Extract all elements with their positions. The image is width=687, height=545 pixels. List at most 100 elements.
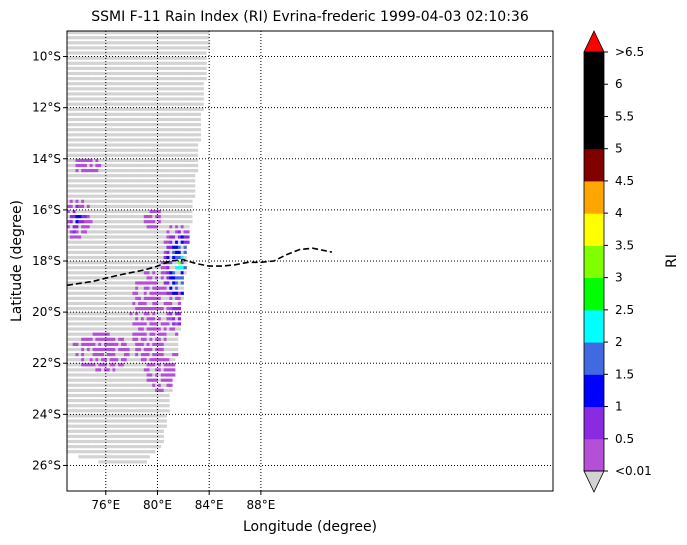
swath-pixel — [118, 393, 122, 398]
swath-pixel — [126, 56, 130, 60]
swath-pixel — [143, 322, 147, 326]
swath-pixel — [197, 133, 201, 137]
swath-pixel — [146, 388, 150, 392]
swath-pixel — [86, 445, 91, 449]
swath-pixel — [109, 230, 113, 234]
swath-pixel — [143, 286, 147, 290]
swath-pixel — [146, 455, 150, 459]
swath-pixel — [135, 378, 139, 382]
swath-pixel — [177, 148, 182, 152]
swath-pixel — [81, 250, 85, 254]
swath-pixel — [67, 363, 71, 367]
swath-pixel — [135, 399, 139, 403]
swath-pixel — [183, 66, 187, 70]
swath-pixel — [192, 77, 196, 81]
swath-pixel — [118, 404, 122, 408]
swath-pixel — [152, 312, 156, 316]
swath-pixel — [132, 174, 136, 178]
swath-pixel — [169, 291, 173, 295]
swath-pixel — [192, 87, 196, 91]
swath-pixel — [81, 174, 85, 178]
swath-pixel — [172, 184, 176, 188]
swath-pixel — [152, 36, 156, 40]
swath-pixel — [92, 66, 96, 70]
swath-pixel — [78, 378, 82, 382]
swath-pixel — [67, 322, 71, 326]
swath-pixel — [121, 77, 125, 81]
swath-pixel — [67, 179, 71, 183]
swath-pixel — [109, 77, 113, 81]
swath-pixel — [75, 209, 79, 214]
swath-pixel — [67, 123, 71, 127]
swath-pixel — [84, 439, 88, 444]
swath-pixel — [158, 163, 162, 168]
swath-pixel — [132, 332, 136, 336]
swath-pixel — [118, 158, 122, 162]
swath-pixel — [129, 46, 133, 50]
swath-pixel — [132, 388, 136, 392]
swath-pixel — [186, 240, 190, 244]
swath-pixel — [84, 123, 88, 127]
swath-pixel — [109, 143, 113, 147]
colorbar-label: RI — [664, 254, 680, 268]
swath-pixel — [81, 429, 85, 433]
swath-pixel — [126, 133, 130, 137]
swath-pixel — [166, 92, 170, 96]
swath-pixel — [89, 450, 93, 454]
swath-pixel — [84, 199, 88, 203]
swath-pixel — [92, 107, 96, 111]
storm-track-line — [67, 247, 333, 287]
swath-pixel — [75, 286, 79, 290]
swath-pixel — [158, 296, 162, 300]
swath-pixel — [143, 143, 147, 147]
swath-pixel — [78, 266, 82, 270]
swath-pixel — [189, 41, 193, 45]
swath-pixel — [195, 36, 199, 40]
swath-pixel — [112, 235, 116, 239]
swath-pixel — [126, 163, 130, 168]
swath-pixel — [169, 77, 173, 81]
swath-pixel — [101, 51, 105, 55]
swath-pixel — [121, 301, 125, 306]
swath-pixel — [180, 169, 184, 173]
swath-pixel — [132, 123, 136, 127]
swath-pixel — [140, 77, 145, 81]
swath-pixel — [69, 138, 73, 142]
swath-pixel — [149, 445, 153, 449]
swath-pixel — [69, 445, 73, 449]
swath-pixel — [112, 158, 116, 162]
colorbar-frame — [583, 51, 605, 472]
swath-pixel — [149, 123, 153, 127]
swath-pixel — [177, 281, 182, 285]
swath-pixel — [86, 117, 91, 122]
swath-pixel — [115, 194, 119, 198]
swath-pixel — [123, 240, 128, 244]
swath-pixel — [115, 363, 119, 367]
swath-pixel — [172, 358, 176, 362]
swath-pixel — [180, 291, 184, 295]
colorbar-tick-label: 4.5 — [615, 174, 634, 188]
swath-pixel — [109, 378, 113, 382]
swath-pixel — [138, 271, 142, 275]
swath-pixel — [75, 204, 79, 208]
swath-pixel — [72, 56, 76, 60]
swath-pixel — [175, 271, 179, 275]
swath-pixel — [172, 31, 176, 35]
swath-pixel — [69, 77, 73, 81]
swath-pixel — [95, 158, 99, 162]
swath-pixel — [189, 169, 193, 173]
swath-pixel — [109, 281, 113, 285]
swath-pixel — [158, 276, 162, 280]
swath-pixel — [75, 189, 79, 193]
swath-pixel — [101, 204, 105, 208]
swath-pixel — [143, 301, 147, 306]
swath-pixel — [67, 368, 71, 372]
swath-pixel — [115, 255, 119, 260]
swath-pixel — [177, 235, 182, 239]
swath-pixel — [143, 179, 147, 183]
swath-pixel — [146, 296, 150, 300]
swath-pixel — [192, 56, 196, 60]
swath-pixel — [132, 143, 136, 147]
swath-pixel — [118, 92, 122, 96]
swath-pixel — [106, 230, 110, 234]
